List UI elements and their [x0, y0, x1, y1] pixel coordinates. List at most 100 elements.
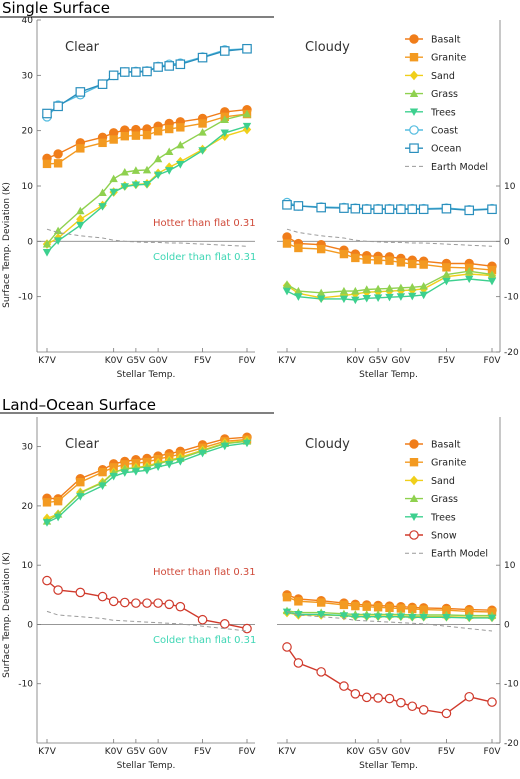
data-point-snow: [53, 585, 63, 595]
x-tick-label: G0V: [149, 356, 169, 366]
data-point-ocean: [384, 204, 395, 215]
data-point-trees: [98, 203, 107, 211]
data-point-granite: [385, 256, 394, 265]
data-point-trees: [362, 294, 371, 303]
data-point-snow: [396, 697, 406, 708]
y-tick-label: 20: [22, 127, 34, 137]
data-point-trees: [120, 469, 129, 477]
data-point-granite: [98, 467, 107, 477]
x-tick-label: G5V: [369, 356, 389, 366]
data-point-granite: [98, 138, 107, 148]
x-tick-label: K7V: [38, 356, 57, 366]
legend-marker: [409, 494, 419, 502]
data-point-basalt: [53, 149, 63, 159]
data-point-ocean: [293, 201, 304, 211]
series-line-earth-model: [46, 228, 248, 247]
data-point-granite: [339, 249, 349, 259]
data-point-ocean: [487, 204, 497, 215]
data-point-trees: [465, 275, 474, 284]
legend: Basalt Granite Sand Grass Trees Coast Ocean Ear…: [405, 34, 488, 173]
data-point-trees: [487, 277, 497, 286]
data-point-grass: [316, 288, 326, 297]
data-point-snow: [119, 597, 130, 608]
legend-item-coast: Coast: [431, 126, 458, 137]
x-tick-label: F0V: [483, 747, 501, 757]
data-point-ocean: [350, 203, 361, 214]
data-point-granite: [487, 265, 497, 275]
x-tick-label: K7V: [278, 747, 297, 757]
y-tick-label: -10: [504, 680, 519, 690]
data-point-trees: [76, 221, 85, 230]
series-line-grass: [46, 440, 248, 522]
data-point-snow: [219, 619, 230, 629]
y-axis-label-top: Surface Temp. Deviation (K): [2, 182, 12, 308]
data-point-snow: [407, 701, 418, 712]
annotation-colder: Colder than flat 0.31: [153, 252, 256, 263]
data-point-trees: [109, 472, 118, 481]
y-tick-label: 10: [504, 182, 516, 192]
data-point-granite: [153, 127, 163, 136]
y-tick-label: 30: [22, 443, 34, 453]
legend-item-grass: Grass: [431, 494, 458, 505]
y-tick-label: 40: [22, 16, 34, 26]
data-point-grass: [198, 128, 207, 136]
legend-marker: [409, 458, 419, 467]
x-tick-label: K0V: [346, 747, 365, 757]
y-tick-label: 0: [27, 620, 33, 630]
data-point-trees: [442, 277, 451, 286]
legend-item-basalt: Basalt: [431, 440, 461, 451]
data-point-grass: [282, 280, 292, 288]
data-point-granite: [442, 263, 451, 272]
data-point-granite: [316, 244, 326, 254]
data-point-granite: [165, 124, 174, 134]
data-point-ocean: [153, 62, 163, 72]
data-point-snow: [164, 599, 175, 610]
data-point-granite: [396, 258, 406, 267]
legend-item-earth-model: Earth Model: [431, 162, 488, 173]
y-tick-label: 10: [504, 561, 516, 571]
y-tick-label: 30: [22, 71, 34, 81]
data-point-grass: [385, 284, 394, 292]
data-point-grass: [220, 115, 229, 123]
data-point-granite: [373, 603, 383, 612]
data-point-trees: [419, 613, 428, 622]
data-point-snow: [282, 642, 292, 652]
data-point-trees: [487, 614, 497, 623]
data-point-snow: [153, 598, 163, 608]
data-point-granite: [42, 498, 52, 507]
legend: Basalt Granite Sand Grass Trees Snow Earth Mod…: [405, 439, 488, 560]
data-point-trees: [53, 237, 63, 245]
data-point-ocean: [53, 101, 63, 112]
x-axis-label: Stellar Temp.: [359, 370, 418, 380]
legend-item-trees: Trees: [430, 512, 456, 523]
data-point-snow: [175, 601, 186, 612]
data-point-trees: [419, 291, 428, 300]
legend-item-earth-model: Earth Model: [431, 549, 488, 560]
data-point-grass: [351, 286, 360, 295]
y-tick-label: -20: [504, 739, 519, 749]
data-point-granite: [76, 478, 85, 487]
y-tick-label: -10: [504, 293, 519, 303]
data-point-ocean: [418, 204, 429, 215]
data-point-snow: [487, 697, 497, 707]
y-tick-label: 0: [504, 237, 510, 247]
x-tick-label: K0V: [346, 356, 365, 366]
x-tick-label: F0V: [238, 356, 256, 366]
data-point-grass: [142, 165, 152, 174]
x-tick-label: K7V: [38, 747, 57, 757]
data-point-ocean: [373, 204, 383, 215]
data-point-grass: [109, 174, 118, 183]
data-point-trees: [282, 287, 292, 296]
section-title-land-ocean: Land–Ocean Surface: [2, 396, 156, 414]
data-point-trees: [408, 613, 417, 622]
data-point-snow: [361, 692, 372, 703]
data-point-granite: [419, 605, 428, 614]
x-tick-label: F5V: [438, 747, 456, 757]
panel-0: -10 0 10 20 30 40 K7V K0V G5V G0V F5V F0V Stellar Te…: [18, 16, 256, 380]
data-point-granite: [120, 132, 129, 141]
data-point-trees: [242, 122, 252, 131]
y-tick-label: 0: [27, 237, 33, 247]
data-point-trees: [131, 181, 141, 190]
y-tick-label: -10: [18, 680, 33, 690]
y-tick-label: 20: [22, 502, 34, 512]
